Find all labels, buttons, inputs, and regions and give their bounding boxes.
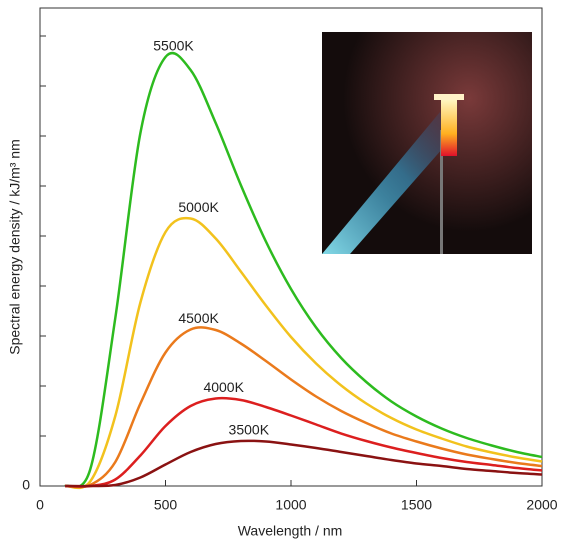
series-label: 4500K (178, 310, 219, 326)
y-axis-label: Spectral energy density / kJ/m³ nm (7, 139, 23, 355)
series-label: 3500K (229, 422, 270, 438)
y-tick-label: 0 (22, 477, 30, 493)
inset-photo (322, 32, 532, 254)
series-label: 5500K (153, 38, 194, 54)
x-tick-label: 1000 (275, 497, 306, 513)
x-tick-label: 500 (154, 497, 178, 513)
series-label: 4000K (203, 379, 244, 395)
x-axis-label: Wavelength / nm (238, 523, 343, 539)
x-tick-label: 2000 (526, 497, 557, 513)
line-series (65, 218, 542, 488)
series-label: 5000K (178, 199, 219, 215)
chart: Wavelength / nm Spectral energy density … (0, 0, 562, 544)
x-tick-label: 0 (36, 497, 44, 513)
x-tick-label: 1500 (401, 497, 432, 513)
